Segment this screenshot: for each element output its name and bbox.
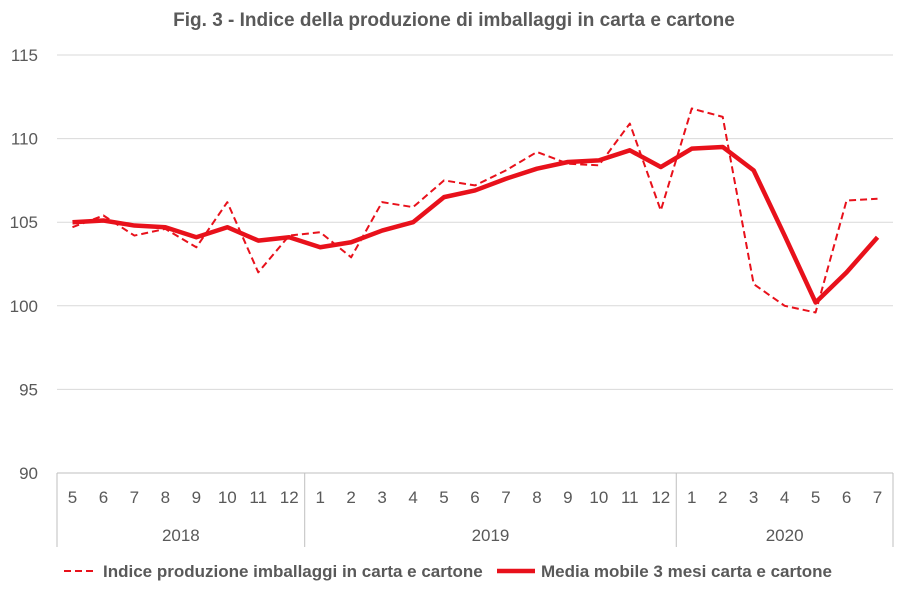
x-tick-label: 9 xyxy=(192,488,201,507)
x-tick-label: 5 xyxy=(439,488,448,507)
x-tick-label: 2 xyxy=(346,488,355,507)
y-axis: 90 95 100 105 110 115 xyxy=(10,46,38,483)
x-tick-label: 7 xyxy=(130,488,139,507)
x-tick-label: 4 xyxy=(408,488,417,507)
x-tick-label: 5 xyxy=(811,488,820,507)
y-tick-label: 100 xyxy=(10,297,38,316)
x-tick-label: 1 xyxy=(687,488,696,507)
x-tick-label: 8 xyxy=(532,488,541,507)
x-tick-label: 5 xyxy=(68,488,77,507)
x-tick-label: 11 xyxy=(249,488,267,507)
x-tick-label: 7 xyxy=(501,488,510,507)
y-tick-label: 115 xyxy=(11,46,38,65)
year-label: 2018 xyxy=(162,526,200,545)
chart-title: Fig. 3 - Indice della produzione di imba… xyxy=(173,10,735,31)
x-tick-label: 6 xyxy=(842,488,851,507)
x-tick-label: 9 xyxy=(563,488,572,507)
x-tick-label: 7 xyxy=(873,488,882,507)
legend: Indice produzione imballaggi in carta e … xyxy=(64,562,832,581)
x-tick-label: 4 xyxy=(780,488,789,507)
x-tick-label: 8 xyxy=(161,488,170,507)
series-lines xyxy=(72,107,880,314)
x-tick-label: 3 xyxy=(749,488,758,507)
legend-label: Media mobile 3 mesi carta e cartone xyxy=(541,562,832,581)
x-tick-label: 10 xyxy=(218,488,237,507)
gridlines xyxy=(57,54,893,390)
x-tick-label: 2 xyxy=(718,488,727,507)
x-tick-label: 10 xyxy=(589,488,608,507)
x-tick-label: 12 xyxy=(651,488,670,507)
x-tick-label: 12 xyxy=(280,488,299,507)
y-tick-label: 110 xyxy=(11,130,38,149)
x-tick-label: 6 xyxy=(470,488,479,507)
legend-label: Indice produzione imballaggi in carta e … xyxy=(103,562,483,581)
series-line-moving-average xyxy=(72,144,880,305)
x-tick-label: 1 xyxy=(315,488,324,507)
x-tick-label: 6 xyxy=(99,488,108,507)
year-label: 2020 xyxy=(766,526,804,545)
year-label: 2019 xyxy=(472,526,510,545)
y-tick-label: 105 xyxy=(10,213,38,232)
y-tick-label: 90 xyxy=(19,464,38,483)
y-tick-label: 95 xyxy=(19,380,38,399)
x-tick-label: 3 xyxy=(377,488,386,507)
x-tick-label: 11 xyxy=(621,488,639,507)
